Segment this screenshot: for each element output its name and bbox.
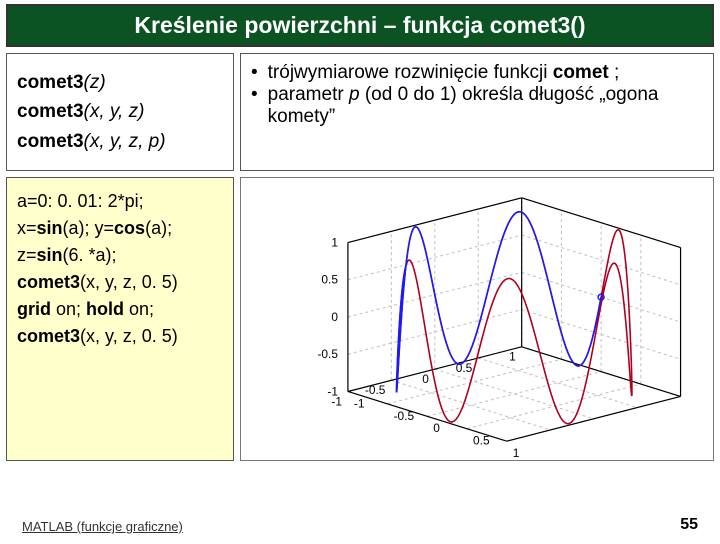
svg-text:0.5: 0.5 <box>321 273 338 287</box>
chart-svg: -1-0.500.51-1-0.500.51-1-0.500.51 <box>241 178 713 460</box>
code-line: a=0: 0. 01: 2*pi; <box>17 188 223 215</box>
syntax-line: comet3(x, y, z, p) <box>17 127 223 156</box>
svg-text:0.5: 0.5 <box>473 434 490 448</box>
code-line: comet3(x, y, z, 0. 5) <box>17 269 223 296</box>
desc-text: ; <box>609 62 620 83</box>
code-line: grid on; hold on; <box>17 296 223 323</box>
desc-bullet: trójwymiarowe rozwinięcie funkcji comet … <box>251 62 703 84</box>
footer-text: MATLAB (funkcje graficzne) <box>22 519 183 534</box>
fn-name: comet3 <box>17 131 84 152</box>
svg-text:0: 0 <box>331 310 338 324</box>
svg-text:1: 1 <box>513 446 520 460</box>
fn-args: (z) <box>84 72 106 93</box>
desc-italic: p <box>349 84 360 105</box>
syntax-line: comet3(x, y, z) <box>17 97 223 126</box>
desc-text: trójwymiarowe rozwinięcie funkcji <box>268 62 553 83</box>
comet3-chart: -1-0.500.51-1-0.500.51-1-0.500.51 <box>240 177 714 461</box>
svg-text:-0.5: -0.5 <box>394 409 415 423</box>
svg-text:-1: -1 <box>331 395 342 409</box>
bottom-row: a=0: 0. 01: 2*pi; x=sin(a); y=cos(a); z=… <box>6 177 714 461</box>
svg-text:1: 1 <box>331 236 338 250</box>
page-title: Kreślenie powierzchni – funkcja comet3() <box>6 4 714 47</box>
svg-text:0: 0 <box>433 422 440 436</box>
syntax-line: comet3(z) <box>17 68 223 97</box>
syntax-box: comet3(z) comet3(x, y, z) comet3(x, y, z… <box>6 53 234 171</box>
page-number: 55 <box>680 516 698 534</box>
svg-text:0: 0 <box>422 372 429 386</box>
description-box: trójwymiarowe rozwinięcie funkcji comet … <box>240 53 714 171</box>
svg-text:-1: -1 <box>354 397 365 411</box>
svg-text:-0.5: -0.5 <box>365 384 386 398</box>
code-line: z=sin(6. *a); <box>17 242 223 269</box>
code-box: a=0: 0. 01: 2*pi; x=sin(a); y=cos(a); z=… <box>6 177 234 461</box>
code-line: x=sin(a); y=cos(a); <box>17 215 223 242</box>
desc-bullet: parametr p (od 0 do 1) określa długość „… <box>251 84 703 128</box>
code-line: comet3(x, y, z, 0. 5) <box>17 323 223 350</box>
fn-name: comet3 <box>17 101 84 122</box>
desc-text: parametr <box>268 84 349 105</box>
svg-text:-0.5: -0.5 <box>317 348 338 362</box>
top-row: comet3(z) comet3(x, y, z) comet3(x, y, z… <box>6 53 714 171</box>
svg-text:0.5: 0.5 <box>456 361 473 375</box>
fn-name: comet3 <box>17 72 84 93</box>
svg-text:1: 1 <box>509 350 516 364</box>
desc-keyword: comet <box>553 62 609 83</box>
fn-args: (x, y, z) <box>84 101 145 122</box>
fn-args: (x, y, z, p) <box>84 131 166 152</box>
